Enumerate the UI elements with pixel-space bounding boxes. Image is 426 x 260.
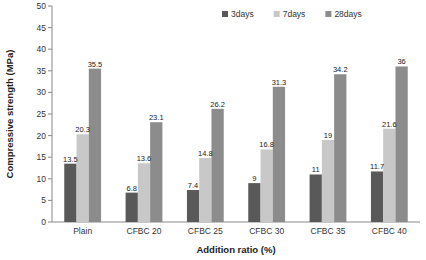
chart-svg: 0 5 10 15 20 25 30 35 40 45 50 13.5 6.8 7.4 9 11 11.7 20.… [0, 0, 426, 260]
bar [77, 134, 89, 222]
y-axis-label: Compressive strength (MPa) [4, 50, 15, 179]
y-tick-label: 35 [37, 66, 47, 76]
data-label: 23.1 [149, 113, 164, 122]
data-label: 36 [397, 57, 405, 66]
y-tick [48, 114, 52, 115]
data-label: 11 [312, 165, 320, 174]
y-tick [48, 200, 52, 201]
data-label: 31.3 [272, 78, 287, 87]
legend-label: 3days [231, 9, 254, 19]
bar [150, 122, 162, 222]
bar [395, 66, 407, 222]
bars [64, 66, 407, 222]
legend-swatch [222, 11, 228, 17]
data-label: 16.8 [259, 140, 274, 149]
bar [371, 171, 383, 222]
data-label: 6.8 [127, 184, 137, 193]
y-tick-label: 5 [41, 195, 46, 205]
bar [64, 164, 76, 222]
x-tick-label: CFBC 35 [311, 226, 346, 236]
data-label: 34.2 [333, 65, 348, 74]
y-tick [48, 157, 52, 158]
data-label: 19 [324, 131, 332, 140]
bar [126, 193, 138, 222]
bar [248, 183, 260, 222]
x-axis-label: Addition ratio (%) [196, 244, 275, 255]
chart-container: 0 5 10 15 20 25 30 35 40 45 50 13.5 6.8 7.4 9 11 11.7 20.… [0, 0, 426, 260]
bar [273, 87, 285, 222]
y-tick-label: 20 [37, 131, 47, 141]
bar [138, 163, 150, 222]
data-label: 13.6 [137, 154, 152, 163]
y-tick [48, 92, 52, 93]
y-tick-label: 25 [37, 109, 47, 119]
y-tick-label: 45 [37, 23, 47, 33]
data-label: 13.5 [63, 155, 78, 164]
x-tick-label: CFBC 25 [188, 226, 223, 236]
x-tick-label: CFBC 40 [372, 226, 407, 236]
data-label: 20.3 [75, 125, 90, 134]
bar [261, 149, 273, 222]
y-tick-label: 40 [37, 44, 47, 54]
bar [310, 174, 322, 222]
y-tick-label: 15 [37, 152, 47, 162]
legend-label: 7days [283, 9, 306, 19]
y-tick [48, 70, 52, 71]
bar [211, 109, 223, 222]
y-tick-label: 30 [37, 87, 47, 97]
bar [89, 69, 101, 222]
bar [334, 74, 346, 222]
y-tick-label: 10 [37, 174, 47, 184]
x-tick-label: CFBC 30 [249, 226, 284, 236]
bar [322, 140, 334, 222]
data-label: 35.5 [88, 60, 103, 69]
x-tick-label: CFBC 20 [127, 226, 162, 236]
data-label: 11.7 [370, 162, 384, 171]
legend-swatch [325, 11, 331, 17]
data-label: 21.6 [382, 120, 397, 129]
legend-label: 28days [334, 9, 361, 19]
y-tick [48, 178, 52, 179]
x-axis-line [52, 222, 420, 223]
bar [199, 158, 211, 222]
y-tick [48, 222, 52, 223]
legend-swatch [274, 11, 280, 17]
data-label: 9 [252, 174, 256, 183]
bar [187, 190, 199, 222]
y-tick [48, 49, 52, 50]
data-label: 7.4 [188, 181, 198, 190]
bar [383, 129, 395, 222]
data-label: 14.8 [198, 149, 213, 158]
y-tick-label: 50 [37, 1, 47, 11]
y-tick-label: 0 [41, 217, 46, 227]
legend: 3days 7days 28days [222, 9, 362, 19]
y-tick [48, 135, 52, 136]
data-label: 26.2 [210, 100, 225, 109]
y-tick [48, 27, 52, 28]
y-tick [48, 6, 52, 7]
x-tick-label: Plain [73, 226, 92, 236]
